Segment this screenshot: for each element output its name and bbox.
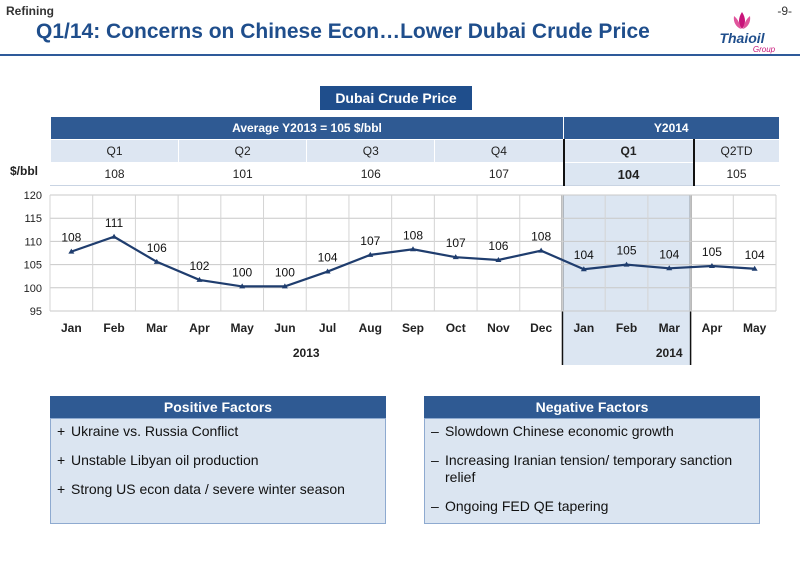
y-tick-label: 110 <box>24 236 42 248</box>
data-point <box>452 254 459 260</box>
quarter-cell: Q2 <box>178 139 308 163</box>
x-tick-label: Apr <box>189 321 210 335</box>
data-label: 104 <box>745 248 765 262</box>
positive-factor-item: + Ukraine vs. Russia Conflict <box>57 423 239 439</box>
data-label: 108 <box>61 231 81 245</box>
data-label: 105 <box>702 245 722 259</box>
data-label: 107 <box>360 234 380 248</box>
x-tick-label: Dec <box>530 321 552 335</box>
page-number: -9- <box>777 4 792 18</box>
data-label: 108 <box>531 230 551 244</box>
avg-2013-header: Average Y2013 = 105 $/bbl <box>50 116 564 140</box>
data-point <box>666 265 673 271</box>
x-tick-label: Feb <box>103 321 124 335</box>
negative-factor-item: – Ongoing FED QE tapering <box>431 498 609 514</box>
value-cell: 104 <box>562 162 695 186</box>
x-tick-label: Nov <box>487 321 510 335</box>
data-label: 105 <box>617 244 637 258</box>
y-tick-label: 100 <box>24 283 42 295</box>
data-point <box>196 276 203 282</box>
x-tick-label: Jul <box>319 321 336 335</box>
data-label: 104 <box>318 251 338 265</box>
x-tick-label: May <box>743 321 767 335</box>
year-label-2014: 2014 <box>656 346 683 360</box>
quarter-cell: Q1 <box>562 139 695 163</box>
y-tick-label: 95 <box>30 306 42 318</box>
positive-factors-header: Positive Factors <box>50 396 386 418</box>
chart-title: Dubai Crude Price <box>320 86 472 110</box>
negative-factors-header: Negative Factors <box>424 396 760 418</box>
x-tick-label: Feb <box>616 321 637 335</box>
y-tick-label: 120 <box>24 190 42 202</box>
data-point <box>239 283 246 289</box>
quarter-cell: Q3 <box>306 139 436 163</box>
data-label: 107 <box>446 236 466 250</box>
logo-subtext: Group <box>753 45 776 54</box>
value-cell: 108 <box>49 162 180 186</box>
positive-factor-item: + Unstable Libyan oil production <box>57 452 259 468</box>
negative-factor-item: – Slowdown Chinese economic growth <box>431 423 674 439</box>
y-tick-label: 115 <box>24 213 42 225</box>
data-point <box>495 256 502 262</box>
data-point <box>324 268 331 274</box>
data-label: 111 <box>105 216 124 230</box>
x-tick-label: Mar <box>659 321 681 335</box>
data-label: 104 <box>574 248 594 262</box>
data-point <box>153 258 160 264</box>
data-label: 100 <box>232 265 252 279</box>
data-point <box>580 266 587 272</box>
value-cell: 101 <box>178 162 308 186</box>
x-tick-label: Apr <box>702 321 723 335</box>
positive-factor-item: + Strong US econ data / severe winter sea… <box>57 481 345 497</box>
value-cell: 107 <box>434 162 564 186</box>
header-rule <box>0 54 800 56</box>
highlight-band <box>562 195 691 365</box>
data-point <box>538 247 545 253</box>
x-tick-label: Mar <box>146 321 168 335</box>
year-label-2013: 2013 <box>293 346 320 360</box>
data-point <box>111 233 118 239</box>
x-tick-label: Sep <box>402 321 424 335</box>
data-label: 100 <box>275 265 295 279</box>
data-point <box>751 265 758 271</box>
quarter-cell: Q4 <box>434 139 564 163</box>
dubai-price-chart: 95 100 105 110 115 120 108 111 106 102 100 100 104 10… <box>24 190 777 365</box>
positive-factors-box: + Ukraine vs. Russia Conflict + Unstable L… <box>50 418 386 524</box>
x-tick-label: Jun <box>274 321 295 335</box>
thaioil-logo: Thaioil Group <box>690 8 794 54</box>
data-point <box>68 248 75 254</box>
negative-factor-item: – Increasing Iranian tension/ temporary s… <box>431 452 733 485</box>
y-tick-label: 105 <box>24 260 42 272</box>
unit-label: $/bbl <box>10 164 39 178</box>
value-cell: 106 <box>306 162 436 186</box>
x-tick-label: May <box>231 321 255 335</box>
data-point <box>281 283 288 289</box>
data-point <box>367 251 374 257</box>
y2014-header: Y2014 <box>563 116 780 140</box>
value-cell: 105 <box>693 162 780 186</box>
data-point <box>623 261 630 267</box>
quarterly-table: Average Y2013 = 105 $/bbl Y2014 Q1 Q2 Q3… <box>49 116 780 186</box>
quarter-cell: Q2TD <box>693 139 780 163</box>
data-point <box>708 262 715 268</box>
data-label: 106 <box>147 241 167 255</box>
section-label: Refining <box>6 4 54 18</box>
x-tick-label: Oct <box>446 321 466 335</box>
data-point <box>410 246 416 252</box>
data-label: 106 <box>488 239 508 253</box>
data-label: 104 <box>659 247 679 261</box>
x-tick-label: Jan <box>61 321 82 335</box>
quarter-cell: Q1 <box>49 139 180 163</box>
logo-text: Thaioil <box>719 30 765 46</box>
page-title: Q1/14: Concerns on Chinese Econ…Lower Du… <box>36 20 650 43</box>
x-tick-label: Jan <box>573 321 594 335</box>
x-tick-label: Aug <box>359 321 382 335</box>
negative-factors-box: – Slowdown Chinese economic growth – Incre… <box>424 418 760 524</box>
data-label: 102 <box>189 259 209 273</box>
data-label: 108 <box>403 228 423 242</box>
